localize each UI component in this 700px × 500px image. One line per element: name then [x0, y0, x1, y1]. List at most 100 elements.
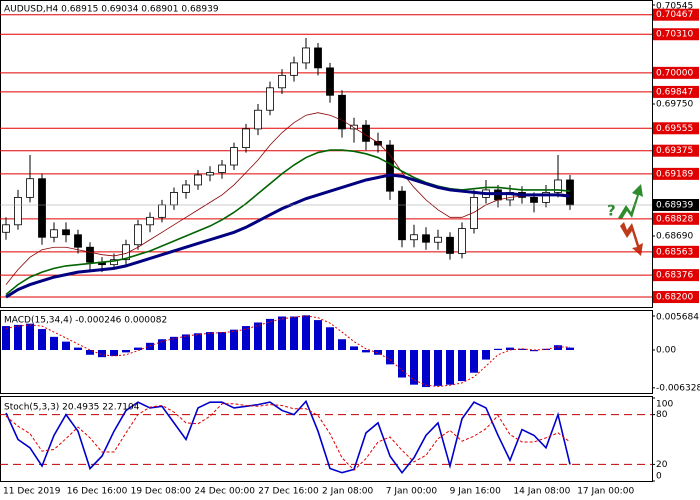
level-label-box: [653, 167, 699, 180]
y-tick-label: 80: [656, 410, 668, 420]
histogram-bar: [458, 349, 466, 382]
histogram-bar: [122, 349, 130, 353]
histogram-bar: [218, 332, 226, 350]
histogram-bar: [278, 316, 286, 350]
level-label: 0.68200: [656, 293, 693, 303]
histogram-bar: [482, 349, 490, 360]
histogram-bar: [398, 349, 406, 378]
histogram-bar: [254, 322, 262, 350]
candle-body: [146, 216, 154, 226]
y-tick-label: 0.69750: [656, 99, 693, 109]
last-price-box: [653, 199, 699, 212]
histogram-bar: [206, 332, 214, 350]
candle-body: [554, 179, 562, 193]
x-tick-label: 19 Dec 08:00: [131, 487, 192, 497]
histogram-bar: [230, 329, 238, 350]
stoch-frame: [0, 396, 653, 482]
candle-body: [278, 74, 286, 89]
candle-body: [242, 128, 250, 148]
candle-body: [38, 178, 46, 238]
histogram-bar: [158, 339, 166, 350]
level-label: 0.70000: [656, 68, 693, 78]
histogram-bar: [374, 349, 382, 355]
candle-body: [266, 87, 274, 111]
candle-body: [182, 184, 190, 193]
candle-body: [542, 192, 550, 203]
histogram-bar: [302, 315, 310, 350]
candle-body: [434, 236, 442, 243]
level-label-box: [653, 122, 699, 135]
candle-body: [74, 234, 82, 248]
histogram-bar: [26, 323, 34, 350]
x-tick-label: 17 Jan 00:00: [577, 487, 634, 497]
histogram-bar: [110, 349, 118, 356]
x-tick-label: 2 Jan 08:00: [322, 487, 374, 497]
candle-body: [290, 62, 298, 76]
level-label: 0.69555: [656, 124, 693, 134]
frames: [0, 0, 653, 482]
panel-title: Stoch(5,3,3) 20.4935 22.7104: [4, 403, 140, 413]
histogram-bar: [38, 329, 46, 350]
moving-average: [5, 149, 571, 296]
candle-body: [350, 124, 358, 130]
question-mark: ?: [607, 202, 616, 220]
level-label: 0.68563: [656, 247, 693, 257]
level-label: 0.69189: [656, 169, 693, 179]
level-label: 0.69375: [656, 146, 693, 156]
candle-body: [398, 190, 406, 241]
histogram-bar: [290, 316, 298, 350]
candle-body: [86, 246, 94, 263]
candle-body: [158, 204, 166, 218]
histogram-bar: [326, 327, 334, 350]
x-tick-label: 11 Dec 2019: [3, 487, 61, 497]
histogram-bar: [86, 349, 94, 355]
y-tick-label: 0: [656, 472, 662, 482]
candle-body: [62, 229, 70, 236]
y-tick-label: 0.68690: [656, 232, 693, 242]
candle-body: [302, 47, 310, 64]
histogram-bar: [422, 349, 430, 388]
candle-body: [110, 259, 118, 266]
y-tick-label: 20: [656, 460, 668, 470]
panel-title: AUDUSD,H4 0.68915 0.69034 0.68901 0.6893…: [4, 5, 219, 15]
histogram-bar: [338, 339, 346, 350]
candle-body: [326, 67, 334, 96]
x-tick-label: 16 Dec 16:00: [67, 487, 128, 497]
candle-body: [122, 244, 130, 261]
candle-body: [218, 164, 226, 173]
histogram-bar: [242, 326, 250, 350]
histogram-bar: [494, 348, 502, 350]
stoch-line: [5, 403, 571, 471]
x-tick-label: 7 Jan 00:00: [386, 487, 438, 497]
histogram-bar: [182, 334, 190, 350]
histogram-bar: [386, 349, 394, 365]
x-tick-label: 27 Dec 16:00: [258, 487, 319, 497]
histogram-bar: [314, 320, 322, 350]
level-label-box: [653, 212, 699, 225]
candle-body: [386, 144, 394, 192]
level-label: 0.70310: [656, 30, 693, 40]
y-tick-label: 0.00: [656, 345, 676, 355]
candle-body: [530, 197, 538, 203]
last-price-label: 0.68939: [656, 201, 693, 211]
histogram-bar: [50, 336, 58, 350]
level-label-box: [653, 269, 699, 282]
candle-body: [470, 197, 478, 229]
signal-arrows: ?: [607, 184, 643, 256]
histogram-bar: [350, 346, 358, 350]
x-tick-label: 14 Jan 08:00: [513, 487, 570, 497]
histogram-bar: [518, 348, 526, 350]
candle-body: [410, 234, 418, 241]
histogram-bar: [14, 324, 22, 350]
candle-body: [2, 224, 10, 233]
candle-body: [254, 109, 262, 130]
candle-body: [446, 236, 454, 254]
up-arrow: [618, 184, 643, 219]
histogram-bar: [470, 349, 478, 373]
histogram-bar: [530, 349, 538, 352]
candle-body: [422, 234, 430, 243]
stoch-line: [5, 399, 571, 475]
candle-body: [194, 174, 202, 186]
level-label: 0.68828: [656, 214, 693, 224]
